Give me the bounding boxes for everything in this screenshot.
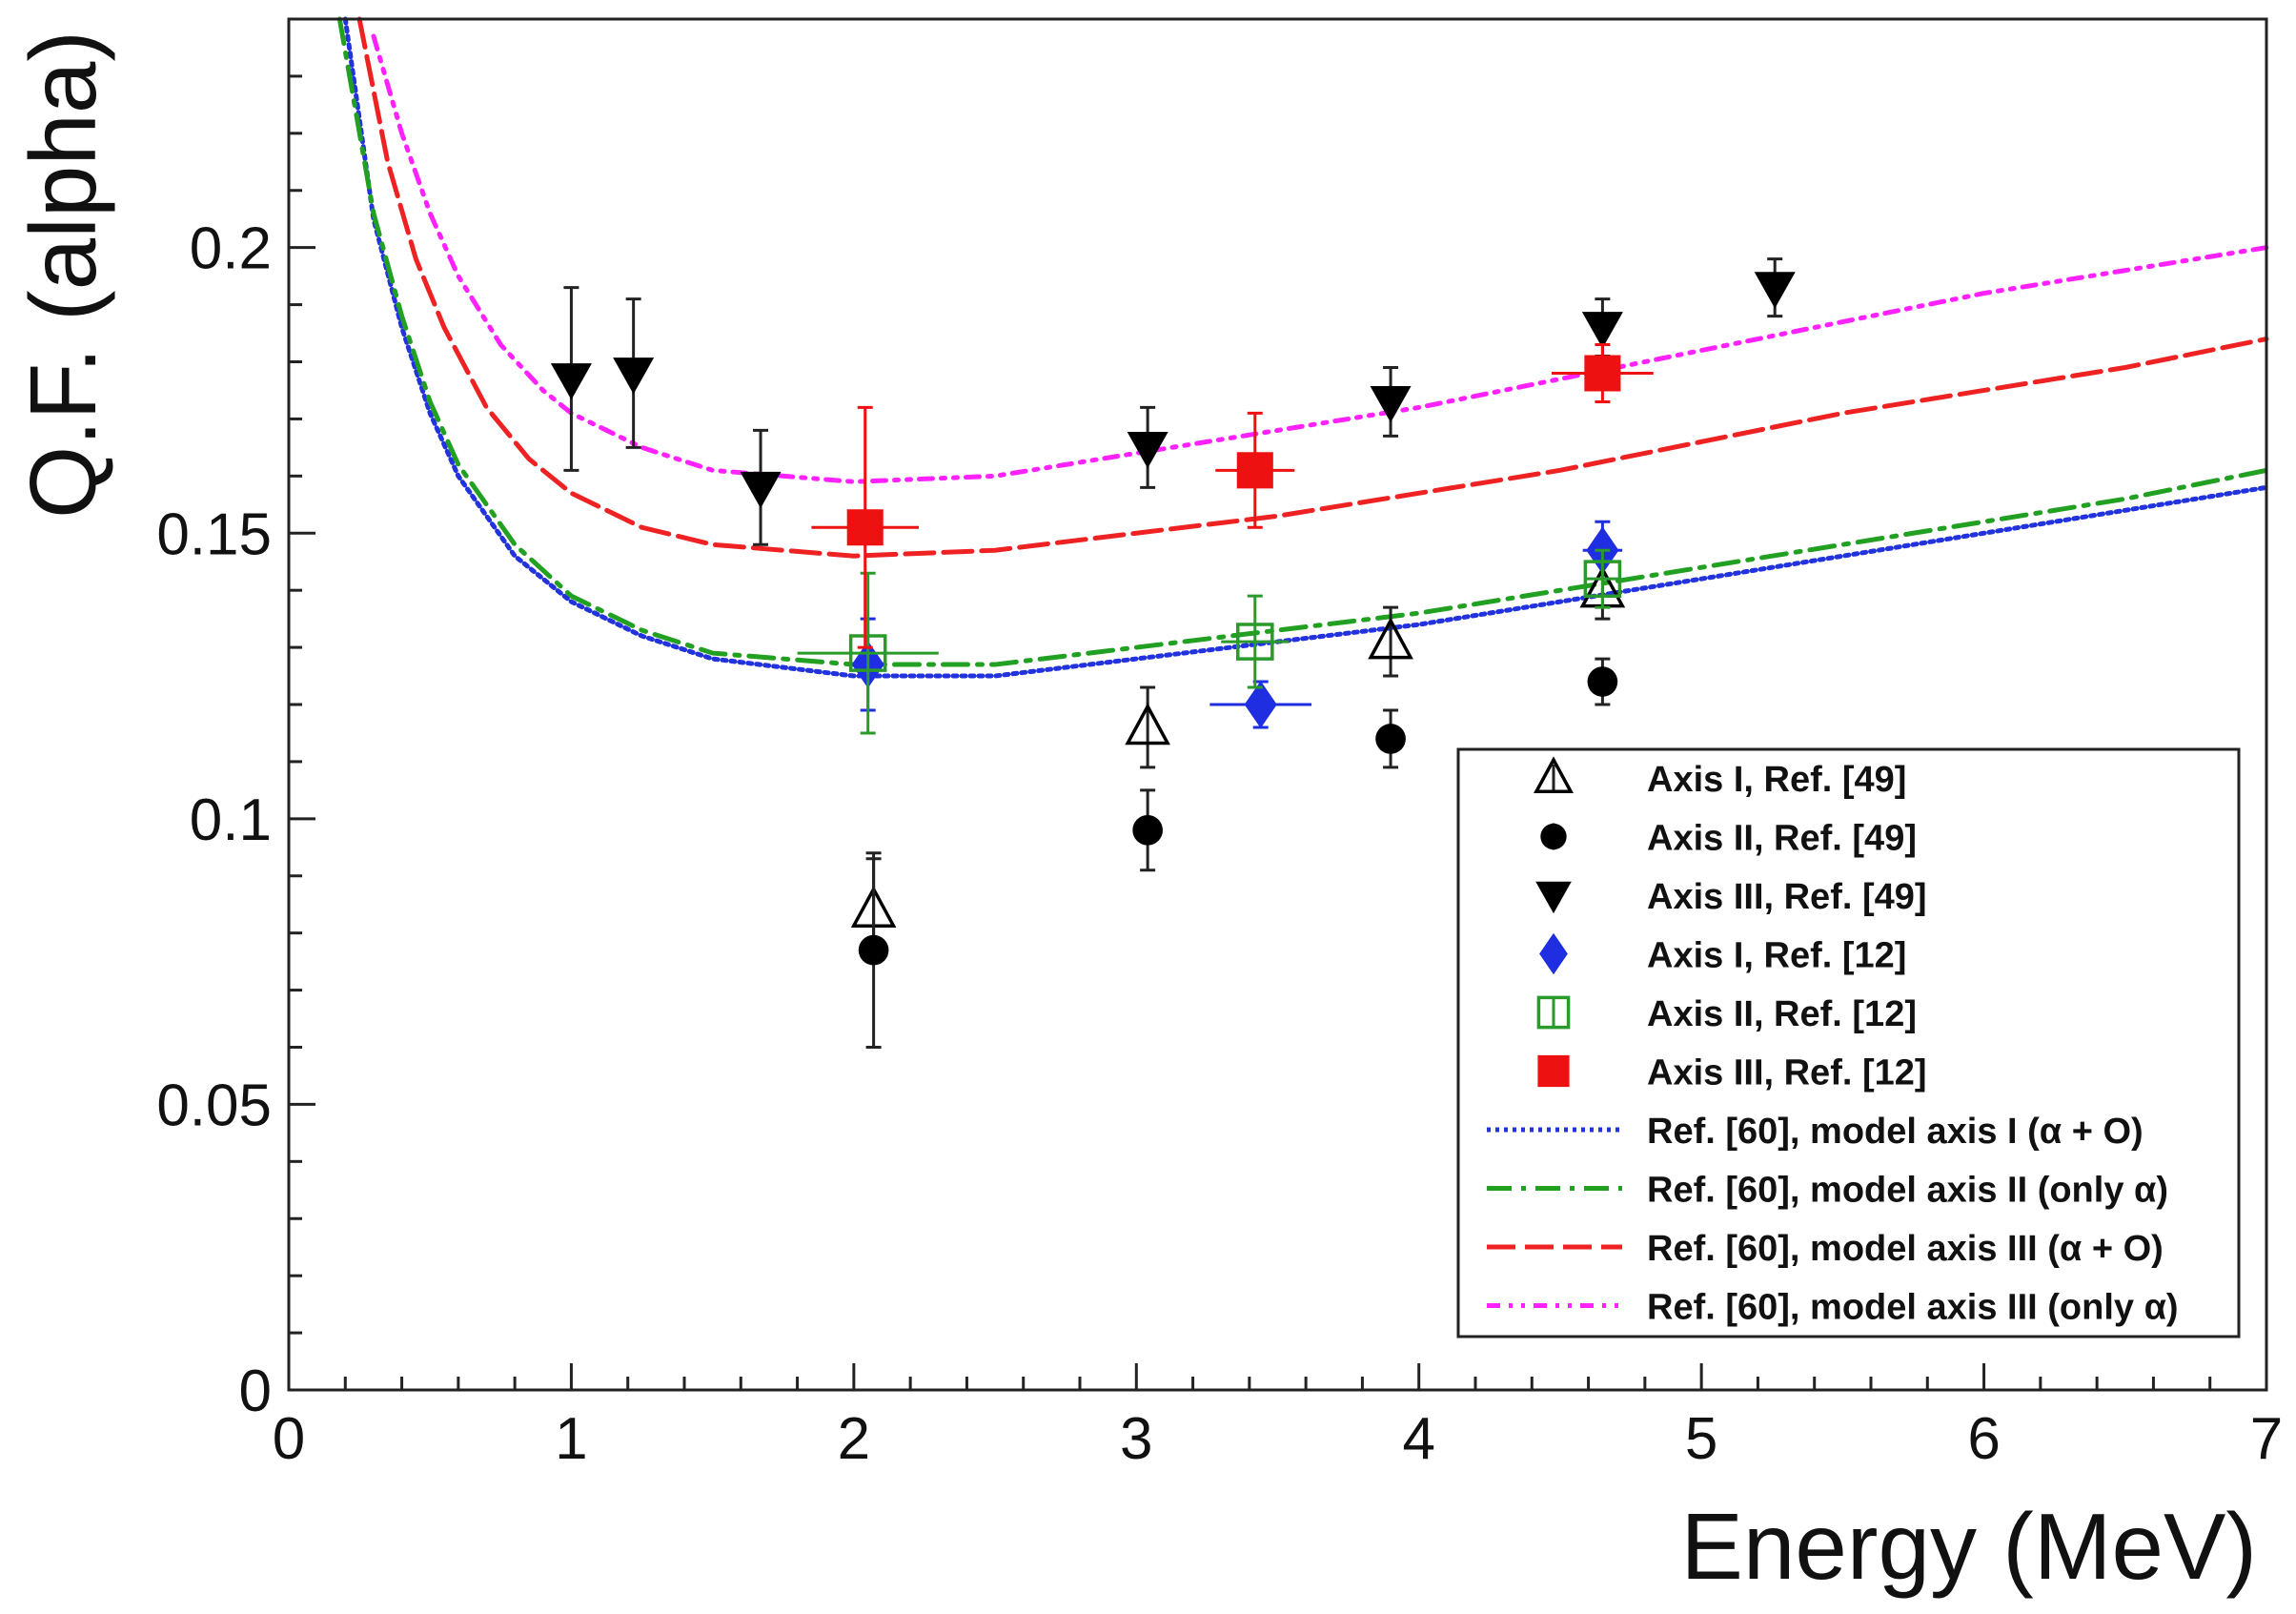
model-curve-3 — [356, 16, 2269, 559]
marker — [1132, 814, 1163, 846]
legend-label: Ref. [60], model axis III (α + O) — [1647, 1229, 2164, 1269]
marker — [1583, 560, 1622, 598]
marker — [1368, 617, 1413, 660]
model-curve-2 — [336, 16, 2269, 667]
marker — [848, 634, 887, 672]
marker — [1244, 681, 1277, 728]
marker — [1375, 724, 1406, 754]
legend-entry-8: Ref. [60], model axis II (only α) — [1487, 1171, 2168, 1211]
legend-label: Axis II, Ref. [12] — [1647, 994, 1917, 1034]
legend-entry-4: Axis I, Ref. [12] — [1539, 932, 1906, 976]
legend-entry-1: Axis I, Ref. [49] — [1534, 756, 1906, 800]
legend-box — [1456, 747, 2241, 1338]
data-point-s6-1 — [811, 405, 920, 649]
legend-marker — [1540, 823, 1567, 850]
legend-label: Ref. [60], model axis I (α + O) — [1647, 1112, 2144, 1152]
marker — [740, 471, 782, 509]
marker — [846, 509, 884, 546]
marker — [1127, 431, 1168, 469]
data-point-s6-3 — [1552, 343, 1654, 403]
legend-entry-3: Axis III, Ref. [49] — [1535, 877, 1927, 917]
legend-entry-2: Axis II, Ref. [49] — [1540, 819, 1917, 859]
legend-label: Axis II, Ref. [49] — [1647, 819, 1917, 859]
model-curve-1 — [342, 16, 2269, 679]
legend-marker — [1534, 756, 1574, 793]
marker — [1587, 666, 1618, 697]
x-tick-label: 3 — [1120, 1406, 1152, 1472]
x-tick-label: 4 — [1402, 1406, 1434, 1472]
x-tick-label: 0 — [273, 1406, 305, 1472]
x-tick-label: 5 — [1685, 1406, 1717, 1472]
y-tick-label: 0.15 — [156, 501, 272, 567]
data-point-s1-3 — [1368, 605, 1413, 678]
legend-label: Axis I, Ref. [49] — [1647, 760, 1906, 800]
marker — [613, 358, 655, 395]
data-points — [550, 257, 1796, 1049]
data-point-s6-2 — [1215, 411, 1295, 529]
legend-entry-7: Ref. [60], model axis I (α + O) — [1487, 1112, 2144, 1152]
data-point-s2-4 — [1587, 657, 1618, 706]
legend-entry-5: Axis II, Ref. [12] — [1536, 994, 1917, 1034]
axes: 0 1 2 3 4 5 6 7 0 0.05 0.1 0.15 0.2 — [156, 17, 2283, 1472]
x-axis-title: Energy (MeV) — [1680, 1494, 2257, 1599]
marker — [1584, 355, 1621, 392]
marker — [1581, 312, 1623, 349]
data-point-s2-3 — [1375, 708, 1406, 769]
model-curves — [336, 16, 2269, 679]
legend: Axis I, Ref. [49] Axis II, Ref. [49] Axis … — [1456, 747, 2241, 1338]
data-point-s2-1 — [858, 851, 889, 1049]
marker — [550, 363, 592, 400]
x-tick-label: 7 — [2250, 1406, 2283, 1472]
marker — [1236, 452, 1273, 489]
plot-frame — [287, 17, 2268, 1392]
y-tick-label: 0.2 — [190, 216, 272, 282]
data-point-s5-1 — [797, 571, 939, 735]
y-tick-label: 0 — [239, 1359, 272, 1424]
legend-entry-6: Axis III, Ref. [12] — [1537, 1053, 1927, 1093]
y-tick-label: 0.1 — [190, 787, 272, 853]
legend-entry-9: Ref. [60], model axis III (α + O) — [1487, 1229, 2164, 1269]
legend-marker — [1536, 995, 1571, 1030]
y-axis-title: Q.F. (alpha) — [10, 31, 115, 519]
legend-label: Axis I, Ref. [12] — [1647, 936, 1906, 976]
data-point-s3-1 — [550, 286, 592, 472]
data-point-s1-2 — [1125, 685, 1170, 769]
data-point-s3-4 — [1127, 405, 1168, 489]
data-point-s3-5 — [1370, 365, 1412, 438]
x-tick-label: 2 — [838, 1406, 870, 1472]
data-point-s3-7 — [1754, 257, 1796, 318]
marker — [1125, 703, 1170, 746]
data-point-s3-2 — [613, 297, 655, 449]
legend-marker — [1537, 1054, 1570, 1088]
legend-label: Ref. [60], model axis II (only α) — [1647, 1171, 2168, 1211]
data-point-s5-3 — [1583, 548, 1622, 609]
legend-marker — [1539, 932, 1568, 975]
x-tick-label: 1 — [555, 1406, 587, 1472]
marker — [858, 934, 889, 966]
data-point-s5-2 — [1221, 594, 1290, 689]
marker — [1754, 272, 1796, 309]
legend-entry-10: Ref. [60], model axis III (only α) — [1487, 1288, 2179, 1328]
marker — [1236, 623, 1274, 661]
marker — [1370, 386, 1412, 423]
legend-label: Ref. [60], model axis III (only α) — [1647, 1288, 2179, 1328]
legend-marker — [1535, 881, 1572, 914]
x-tick-label: 6 — [1967, 1406, 2000, 1472]
legend-label: Axis III, Ref. [49] — [1647, 877, 1927, 917]
model-curve-4 — [371, 33, 2269, 484]
y-tick-label: 0.05 — [156, 1073, 272, 1138]
data-point-s3-3 — [740, 428, 782, 546]
legend-label: Axis III, Ref. [12] — [1647, 1053, 1927, 1093]
data-point-s2-2 — [1132, 788, 1163, 872]
